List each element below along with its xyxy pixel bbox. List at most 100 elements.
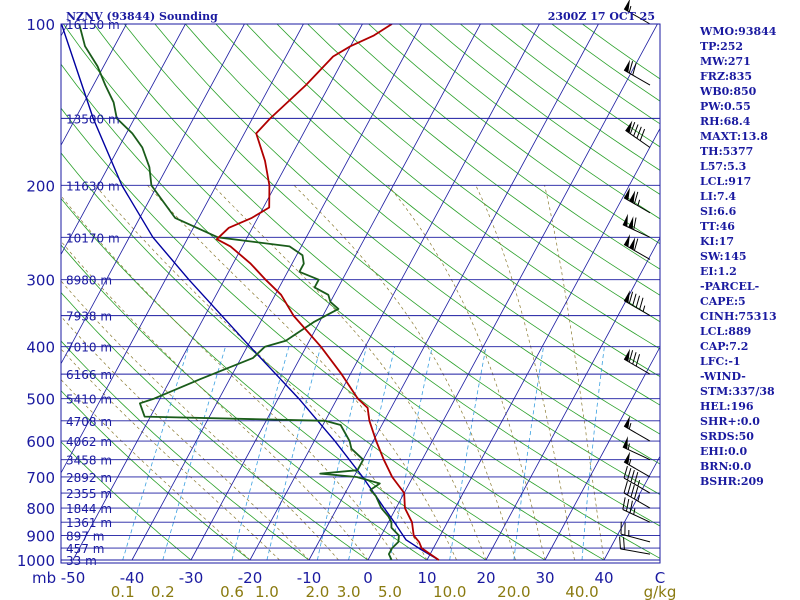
mixing-ratio-tick-label: g/kg [644, 583, 677, 600]
wind-barb [623, 187, 651, 214]
mixing-ratio-tick-label: 40.0 [565, 583, 598, 600]
mixing-ratio-tick-label: 0.1 [111, 583, 135, 600]
isotherm [367, 24, 658, 561]
height-label: 457 m [66, 542, 104, 556]
mixing-ratio-tick-label: 2.0 [305, 583, 329, 600]
isotherm [61, 24, 304, 474]
index-item: WB0:850 [699, 85, 757, 98]
barb-flag [624, 415, 631, 429]
height-label: 8980 m [66, 274, 112, 288]
barb-feather [633, 472, 639, 485]
barb-flag [624, 59, 631, 73]
barb-feather [632, 63, 637, 76]
index-item: SHR+:0.0 [700, 415, 760, 428]
isotherm [603, 455, 660, 561]
index-item: WMO:93844 [699, 25, 777, 38]
pressure-axis-label: mb [32, 569, 56, 587]
indices-panel: WMO:93844 TP:252 MW:271 FRZ:835 WB0:850 PW:0.… [698, 22, 798, 496]
barb-flag [624, 348, 631, 362]
barb-flag [624, 290, 631, 304]
index-item: L57:5.3 [700, 160, 746, 173]
height-label: 2355 m [66, 487, 112, 501]
temperature-line [215, 24, 440, 561]
barb-feather [633, 217, 637, 230]
index-item: LCL:917 [700, 175, 751, 188]
barb-feather [623, 537, 625, 550]
index-item: TP:252 [700, 40, 743, 53]
pressure-tick-label: 100 [26, 16, 55, 34]
mixing-ratio-tick-label: 0.2 [151, 583, 175, 600]
index-item: LFC:-1 [700, 355, 741, 368]
temperature-tick-label: -30 [179, 569, 204, 587]
barb-feather [633, 191, 639, 204]
profiles [61, 24, 440, 561]
barb-flag [629, 237, 636, 250]
barb-feather [633, 487, 639, 500]
isotherm [426, 127, 660, 561]
temperature-tick-label: 30 [535, 569, 554, 587]
isotherm [249, 24, 540, 561]
wind-barb [623, 481, 651, 509]
pressure-tick-label: 800 [26, 500, 55, 518]
index-item: EI:1.2 [700, 265, 737, 278]
pressure-tick-label: 500 [26, 391, 55, 409]
height-label: 1361 m [66, 516, 112, 530]
barb-half-feather [628, 5, 632, 13]
barb-half-feather [628, 458, 632, 466]
height-label: 4062 m [66, 435, 112, 449]
isotherm [72, 24, 363, 561]
mixing-ratio-tick-label: 5.0 [378, 583, 402, 600]
barb-feather [639, 128, 646, 141]
barb-flag [622, 213, 628, 227]
height-label: 4708 m [66, 415, 112, 429]
index-item: LI:7.4 [700, 190, 736, 203]
wind-barb [619, 536, 651, 555]
barb-feather [635, 295, 641, 308]
pressure-tick-label: 300 [26, 272, 55, 290]
barb-feather [627, 468, 632, 481]
barb-feather [635, 354, 641, 367]
temperature-tick-label: 20 [476, 569, 495, 587]
isotherm [544, 346, 660, 561]
barb-feather [619, 536, 621, 549]
index-item: -WIND- [700, 370, 746, 383]
barb-flag [625, 120, 633, 134]
barb-flag [629, 190, 636, 204]
pressure-tick-label: 200 [26, 177, 55, 195]
wind-barbs [619, 0, 651, 555]
isotherm [190, 24, 481, 561]
wind-barb [622, 213, 651, 238]
temperature-tick-label: -10 [297, 569, 322, 587]
index-item: CAPE:5 [700, 295, 746, 308]
mixing-ratio-tick-label: 3.0 [337, 583, 361, 600]
chart-time: 2300Z 17 OCT 25 [548, 10, 655, 23]
mixing-ratio-tick-label: 10.0 [433, 583, 466, 600]
barb-feather [622, 497, 626, 510]
temperature-tick-label: -50 [61, 569, 86, 587]
index-item: SRDS:50 [700, 430, 754, 443]
wind-barb [623, 0, 651, 25]
barb-half-feather [628, 423, 632, 430]
height-label: 2892 m [66, 471, 112, 485]
barb-feather [628, 350, 634, 363]
height-label: 11630 m [66, 179, 120, 193]
moist-adiabat [147, 185, 457, 561]
thermo-grid [61, 24, 660, 561]
barb-feather [629, 122, 636, 134]
moist-adiabat [212, 185, 487, 561]
plot-frame [60, 23, 661, 564]
index-item: SI:6.6 [700, 205, 737, 218]
pressure-tick-label: 700 [26, 469, 55, 487]
barb-feather [632, 293, 637, 306]
barb-half-feather [637, 494, 641, 502]
barb-half-feather [633, 508, 636, 515]
pressure-tick-label: 400 [26, 339, 55, 357]
temperature-tick-label: -40 [120, 569, 145, 587]
mixing-ratio-tick-label: 1.0 [255, 583, 279, 600]
temperature-tick-label: C [655, 569, 665, 587]
barb-feather [630, 470, 635, 483]
barb-half-feather [627, 443, 630, 450]
barb-flag [624, 451, 631, 465]
pressure-tick-label: 600 [26, 433, 55, 451]
